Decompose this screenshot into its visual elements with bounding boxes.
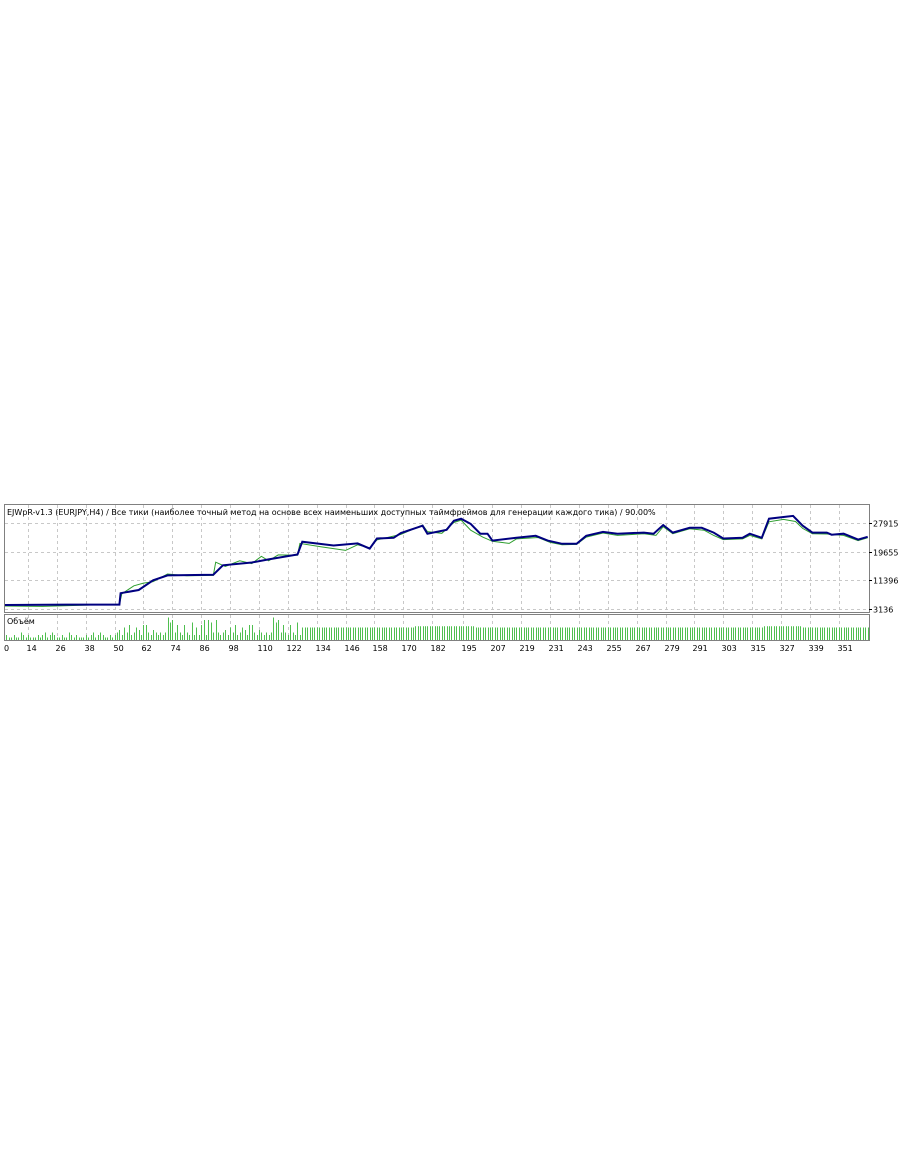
y-tick-label: 27915 (873, 520, 898, 529)
x-tick-label: 231 (549, 644, 564, 653)
x-tick-label: 267 (636, 644, 651, 653)
x-tick-label: 0 (4, 644, 9, 653)
x-tick-label: 146 (345, 644, 360, 653)
x-tick-label: 243 (578, 644, 593, 653)
volume-label: Объём (7, 617, 35, 626)
x-tick-label: 122 (287, 644, 302, 653)
x-axis: 0 14 26 38 50 62 74 86 98 110 122 134 146 158 170 182 19… (4, 644, 853, 653)
volume-pane-frame (4, 614, 870, 641)
x-tick-label: 291 (693, 644, 708, 653)
x-tick-label: 182 (431, 644, 446, 653)
x-tick-label: 158 (373, 644, 388, 653)
grid (5, 505, 869, 640)
y-tick-label: 3136 (873, 606, 893, 615)
x-tick-label: 74 (171, 644, 181, 653)
equity-line (4, 518, 868, 607)
y-axis: 3136 11396 19655 27915 (869, 520, 898, 615)
volume-bars (6, 617, 869, 640)
x-tick-label: 303 (722, 644, 737, 653)
x-tick-label: 50 (114, 644, 124, 653)
x-tick-label: 339 (809, 644, 824, 653)
balance-line (4, 514, 868, 606)
x-tick-label: 38 (85, 644, 95, 653)
y-tick-label: 11396 (873, 577, 898, 586)
x-tick-label: 170 (402, 644, 417, 653)
x-tick-label: 26 (56, 644, 66, 653)
x-tick-label: 279 (665, 644, 680, 653)
x-tick-label: 14 (27, 644, 37, 653)
x-tick-label: 315 (751, 644, 766, 653)
series-lines (4, 514, 868, 607)
x-tick-label: 86 (200, 644, 210, 653)
x-tick-label: 351 (838, 644, 853, 653)
x-tick-label: 195 (462, 644, 477, 653)
x-tick-label: 98 (229, 644, 239, 653)
x-tick-label: 327 (780, 644, 795, 653)
x-tick-label: 255 (607, 644, 622, 653)
x-tick-label: 110 (258, 644, 273, 653)
chart-title: EJWpR-v1.3 (EURJPY,H4) / Все тики (наибо… (7, 508, 656, 517)
x-tick-label: 62 (142, 644, 152, 653)
x-tick-label: 207 (491, 644, 506, 653)
x-tick-label: 219 (520, 644, 535, 653)
x-tick-label: 134 (316, 644, 331, 653)
main-pane-frame (4, 504, 870, 613)
y-tick-label: 19655 (873, 549, 898, 558)
